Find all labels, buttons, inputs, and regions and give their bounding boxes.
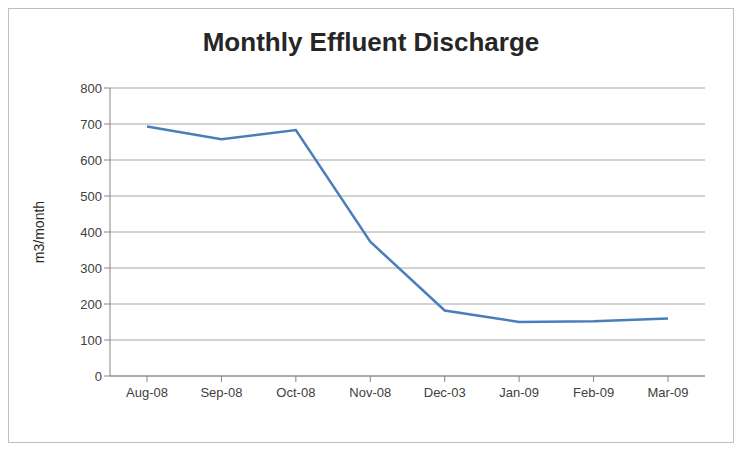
svg-text:Mar-09: Mar-09 <box>647 385 688 400</box>
svg-text:Aug-08: Aug-08 <box>126 385 168 400</box>
svg-text:600: 600 <box>80 153 102 168</box>
svg-text:0: 0 <box>95 369 102 384</box>
svg-text:700: 700 <box>80 117 102 132</box>
svg-text:Feb-09: Feb-09 <box>573 385 614 400</box>
svg-text:300: 300 <box>80 261 102 276</box>
svg-text:m3/month: m3/month <box>31 201 47 263</box>
svg-text:Jan-09: Jan-09 <box>499 385 539 400</box>
svg-text:Oct-08: Oct-08 <box>276 385 315 400</box>
svg-text:Nov-08: Nov-08 <box>349 385 391 400</box>
svg-text:Dec-03: Dec-03 <box>424 385 466 400</box>
svg-text:800: 800 <box>80 81 102 96</box>
svg-text:500: 500 <box>80 189 102 204</box>
html-text:Monthly Effluent Discharge: Monthly Effluent Discharge <box>202 27 540 57</box>
svg-text:200: 200 <box>80 297 102 312</box>
svg-text:100: 100 <box>80 333 102 348</box>
svg-text:Sep-08: Sep-08 <box>200 385 242 400</box>
svg-text:400: 400 <box>80 225 102 240</box>
